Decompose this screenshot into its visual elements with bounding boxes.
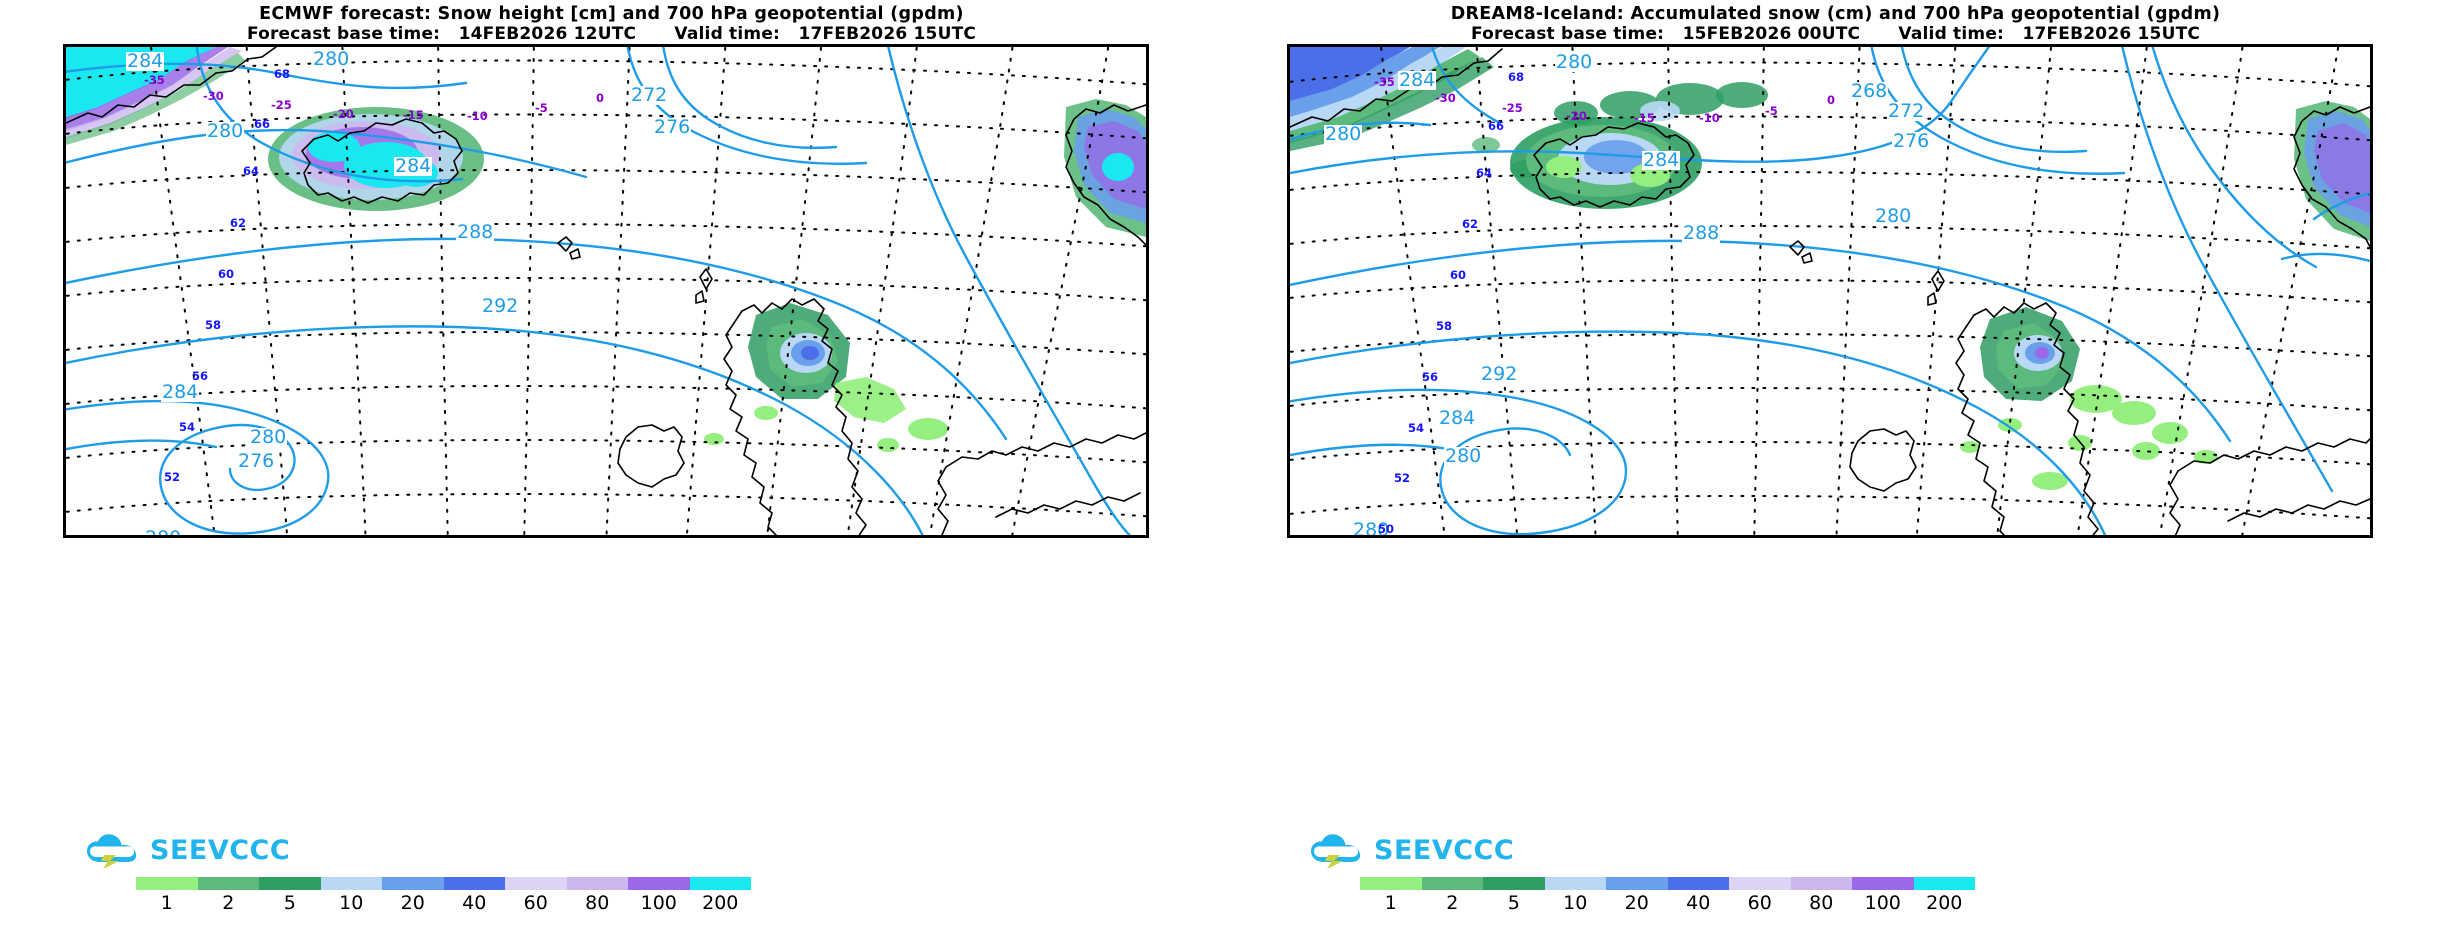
forecast-panel-dream8: DREAM8-Iceland: Accumulated snow (cm) an… — [1224, 0, 2447, 925]
panel-title: ECMWF forecast: Snow height [cm] and 700… — [259, 4, 964, 24]
colorbar-tick: 40 — [462, 892, 487, 914]
colorbar-swatch — [1606, 877, 1668, 890]
colorbar-tick: 5 — [283, 892, 296, 914]
base-time-value: 14FEB2026 12UTC — [458, 24, 637, 44]
colorbar-tick: 5 — [1507, 892, 1520, 914]
map-canvas: 284 280 280 284 272 276 288 292 284 280 … — [66, 47, 1146, 535]
colorbar-swatch — [689, 877, 751, 890]
colorbar-strip — [1360, 877, 1975, 890]
panel-title-block: DREAM8-Iceland: Accumulated snow (cm) an… — [1224, 4, 2447, 44]
coastlines — [1290, 48, 2370, 535]
colorbar-swatch — [1790, 877, 1852, 890]
colorbar-tick: 60 — [523, 892, 548, 914]
colorbar-swatch — [1421, 877, 1483, 890]
colorbar-tick: 200 — [702, 892, 739, 914]
colorbar-swatch — [1667, 877, 1729, 890]
cloud-lightning-icon — [87, 834, 137, 869]
colorbar-tick: 80 — [1809, 892, 1834, 914]
panel-subtitle: Forecast base time: 14FEB2026 12UTC Vali… — [0, 24, 1223, 44]
colorbar-swatch — [382, 877, 444, 890]
colorbar-swatch — [443, 877, 505, 890]
panel-title-block: ECMWF forecast: Snow height [cm] and 700… — [0, 4, 1223, 44]
seevccc-logo[interactable]: SEEVCCC — [1310, 830, 1514, 872]
colorbar-tick: 1 — [1384, 892, 1397, 914]
map-frame[interactable]: 284 280 280 284 272 276 288 292 284 280 … — [63, 44, 1149, 538]
base-time-value: 15FEB2026 00UTC — [1682, 24, 1861, 44]
colorbar-swatch — [505, 877, 567, 890]
valid-time-value: 17FEB2026 15UTC — [798, 24, 977, 44]
colorbar-tick: 100 — [640, 892, 677, 914]
seevccc-logo[interactable]: SEEVCCC — [86, 830, 290, 872]
colorbar-tick: 20 — [1624, 892, 1649, 914]
valid-time-label: Valid time: — [1898, 24, 2005, 44]
colorbar-tick: 60 — [1747, 892, 1772, 914]
base-time-label: Forecast base time: — [1470, 24, 1665, 44]
colorbar-tick: 2 — [222, 892, 235, 914]
colorbar-swatch — [566, 877, 628, 890]
coastlines — [66, 47, 1146, 535]
valid-time-value: 17FEB2026 15UTC — [2022, 24, 2201, 44]
panel-subtitle: Forecast base time: 15FEB2026 00UTC Vali… — [1224, 24, 2447, 44]
colorbar: 1 2 5 10 20 40 60 80 100 200 — [1360, 877, 1975, 917]
colorbar-tick: 2 — [1446, 892, 1459, 914]
colorbar-tick: 80 — [585, 892, 610, 914]
colorbar-strip — [136, 877, 751, 890]
panel-title: DREAM8-Iceland: Accumulated snow (cm) an… — [1450, 4, 2221, 24]
colorbar-swatch — [1544, 877, 1606, 890]
colorbar-tick: 20 — [400, 892, 425, 914]
colorbar: 1 2 5 10 20 40 60 80 100 200 — [136, 877, 751, 917]
colorbar-tick: 40 — [1686, 892, 1711, 914]
forecast-panel-ecmwf: ECMWF forecast: Snow height [cm] and 700… — [0, 0, 1223, 925]
colorbar-swatch — [1852, 877, 1914, 890]
seevccc-logo-text: SEEVCCC — [150, 835, 291, 866]
colorbar-swatch — [136, 877, 198, 890]
map-frame[interactable]: 284 280 280 284 268 272 276 280 288 292 … — [1287, 44, 2373, 538]
colorbar-tick: 100 — [1864, 892, 1901, 914]
colorbar-tick: 10 — [1563, 892, 1588, 914]
colorbar-ticks: 1 2 5 10 20 40 60 80 100 200 — [1360, 890, 1975, 914]
colorbar-tick: 10 — [339, 892, 364, 914]
seevccc-logo-text: SEEVCCC — [1374, 835, 1515, 866]
base-time-label: Forecast base time: — [246, 24, 441, 44]
colorbar-swatch — [1913, 877, 1975, 890]
colorbar-tick: 1 — [160, 892, 173, 914]
valid-time-label: Valid time: — [674, 24, 781, 44]
colorbar-swatch — [1360, 877, 1422, 890]
colorbar-swatch — [197, 877, 259, 890]
colorbar-swatch — [1483, 877, 1545, 890]
colorbar-tick: 200 — [1926, 892, 1963, 914]
colorbar-swatch — [320, 877, 382, 890]
colorbar-ticks: 1 2 5 10 20 40 60 80 100 200 — [136, 890, 751, 914]
cloud-lightning-icon — [1311, 834, 1361, 869]
colorbar-swatch — [1729, 877, 1791, 890]
map-canvas: 284 280 280 284 268 272 276 280 288 292 … — [1290, 47, 2370, 535]
colorbar-swatch — [259, 877, 321, 890]
colorbar-swatch — [628, 877, 690, 890]
